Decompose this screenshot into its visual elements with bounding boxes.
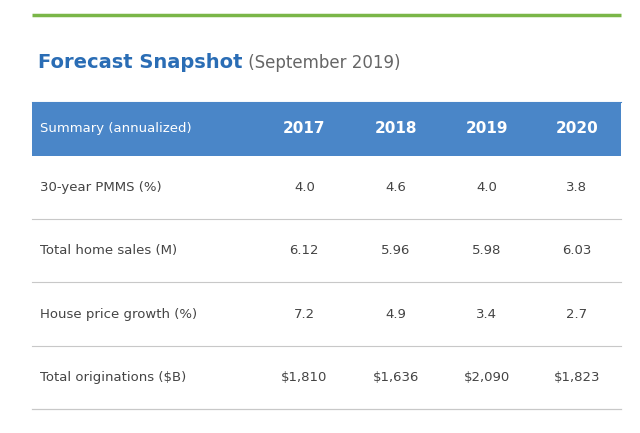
- Text: $1,823: $1,823: [554, 371, 600, 384]
- Text: 3.8: 3.8: [566, 181, 587, 194]
- Text: 4.6: 4.6: [385, 181, 406, 194]
- Text: 30-year PMMS (%): 30-year PMMS (%): [40, 181, 162, 194]
- Text: 2018: 2018: [374, 121, 417, 136]
- Text: 2019: 2019: [465, 121, 508, 136]
- Text: 4.0: 4.0: [294, 181, 315, 194]
- Text: $1,636: $1,636: [372, 371, 419, 384]
- Text: 4.9: 4.9: [385, 307, 406, 320]
- Text: 6.12: 6.12: [289, 244, 319, 257]
- Bar: [32, 102, 621, 155]
- Text: Total originations ($B): Total originations ($B): [40, 371, 187, 384]
- Text: 7.2: 7.2: [294, 307, 315, 320]
- Text: 2020: 2020: [556, 121, 598, 136]
- Text: Forecast Snapshot: Forecast Snapshot: [38, 53, 243, 72]
- Text: 2.7: 2.7: [566, 307, 588, 320]
- Text: Summary (annualized): Summary (annualized): [40, 122, 192, 135]
- Text: 4.0: 4.0: [476, 181, 497, 194]
- Text: $2,090: $2,090: [464, 371, 510, 384]
- Text: 5.98: 5.98: [472, 244, 502, 257]
- Text: House price growth (%): House price growth (%): [40, 307, 198, 320]
- Text: $1,810: $1,810: [281, 371, 328, 384]
- Text: (September 2019): (September 2019): [243, 54, 401, 72]
- Text: 6.03: 6.03: [562, 244, 591, 257]
- Text: 5.96: 5.96: [381, 244, 410, 257]
- Text: Total home sales (M): Total home sales (M): [40, 244, 177, 257]
- Text: 2017: 2017: [283, 121, 326, 136]
- Text: 3.4: 3.4: [476, 307, 497, 320]
